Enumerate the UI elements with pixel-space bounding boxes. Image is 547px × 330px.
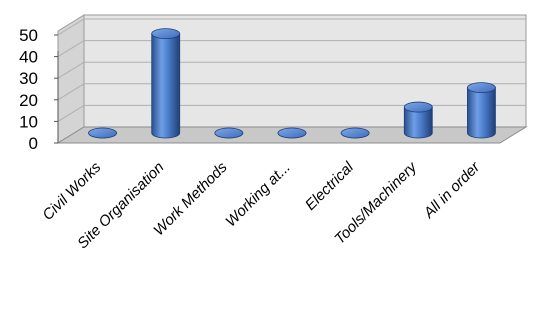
gridline xyxy=(57,18,526,36)
bar-top xyxy=(403,101,433,113)
bar-top xyxy=(151,28,181,40)
bar-body xyxy=(151,33,181,139)
y-tick-label: 50 xyxy=(19,26,38,45)
x-tick-label: All in order xyxy=(420,158,484,222)
gridline xyxy=(57,104,526,122)
bar-top xyxy=(467,82,496,94)
bar-body xyxy=(403,106,433,139)
gridline xyxy=(57,40,526,58)
bar xyxy=(277,127,307,139)
gridlines xyxy=(57,18,526,122)
y-tick-label: 40 xyxy=(19,48,38,67)
y-tick-label: 0 xyxy=(29,134,38,153)
bar xyxy=(340,127,370,139)
y-tick-label: 10 xyxy=(19,112,38,131)
bar xyxy=(467,82,496,139)
bar-top xyxy=(214,127,244,139)
x-tick-label: Working at... xyxy=(222,159,294,231)
gridline xyxy=(57,61,526,79)
x-tick-label: Electrical xyxy=(302,158,358,214)
side-wall xyxy=(57,14,85,144)
bar-top xyxy=(88,127,117,139)
y-tick-label: 30 xyxy=(19,69,38,88)
gridline xyxy=(57,83,526,101)
bar xyxy=(214,127,244,139)
y-tick-label: 20 xyxy=(19,91,38,110)
bar-top xyxy=(277,127,307,139)
bar-top xyxy=(340,127,370,139)
bar-body xyxy=(467,87,496,139)
plot-walls xyxy=(56,14,528,144)
x-tick-label: Civil Works xyxy=(39,158,104,223)
back-wall xyxy=(83,14,527,128)
bar xyxy=(151,28,181,139)
y-axis-ticks: 0 10 20 30 40 50 xyxy=(19,26,59,153)
bars xyxy=(88,28,496,139)
bar xyxy=(88,127,117,139)
bar xyxy=(403,101,433,139)
